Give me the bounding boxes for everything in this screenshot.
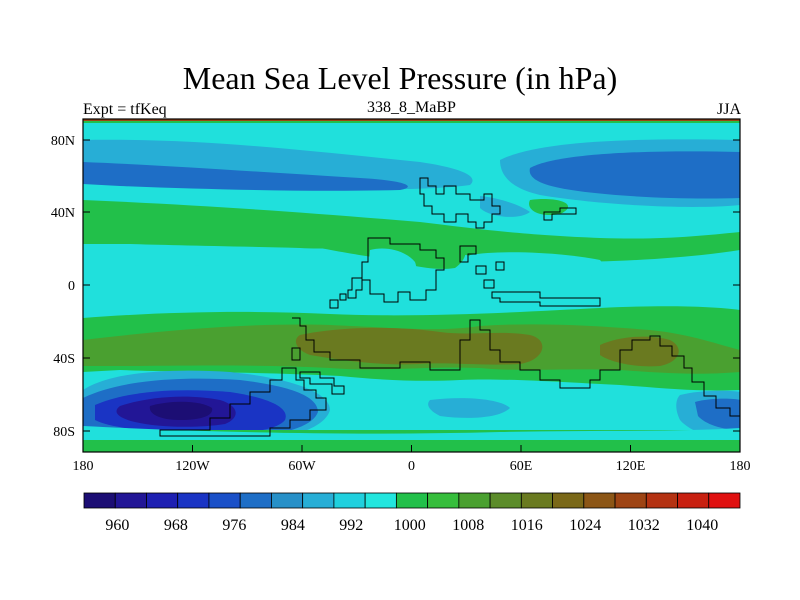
colorbar-label: 984 — [281, 517, 305, 534]
colorbar-box — [83, 492, 116, 509]
colorbar-label: 968 — [164, 517, 188, 534]
colorbar-box — [239, 492, 272, 509]
colorbar-labels: 960 968 976 984 992 1000 1008 1016 1024 … — [105, 517, 718, 534]
colorbar-box — [333, 492, 366, 509]
lon-tick-marks — [82, 445, 741, 452]
colorbar-label: 1000 — [394, 517, 426, 534]
lat-label-0: 0 — [68, 279, 75, 294]
lon-label-120w: 120W — [175, 459, 210, 474]
colorbar-box — [489, 492, 522, 509]
lat-label-40s: 40S — [53, 352, 75, 367]
colorbar-box — [146, 492, 179, 509]
lat-label-80n: 80N — [51, 134, 75, 149]
colorbar-box — [302, 492, 335, 509]
lon-label-180w: 180 — [73, 459, 94, 474]
colorbar-box — [583, 492, 616, 509]
experiment-label: Expt = tfKeq — [83, 101, 167, 118]
colorbar-label: 992 — [339, 517, 363, 534]
colorbar-box — [114, 492, 147, 509]
colorbar-label: 976 — [222, 517, 246, 534]
map-field — [83, 119, 740, 452]
colorbar-box — [427, 492, 460, 509]
colorbar-box — [458, 492, 491, 509]
lon-label-60w: 60W — [288, 459, 316, 474]
colorbar-label: 960 — [105, 517, 129, 534]
colorbar-box — [708, 492, 741, 509]
colorbar-box — [552, 492, 585, 509]
colorbar-box — [395, 492, 429, 509]
colorbar-label: 1008 — [452, 517, 484, 534]
lon-label-60e: 60E — [510, 459, 533, 474]
lat-label-40n: 40N — [51, 206, 75, 221]
lat-tick-marks — [83, 139, 740, 432]
lon-label-180e: 180 — [730, 459, 751, 474]
colorbar-box — [208, 492, 241, 509]
colorbar-label: 1016 — [511, 517, 543, 534]
map-title: Mean Sea Level Pressure (in hPa) — [182, 60, 618, 96]
colorbar — [83, 492, 741, 509]
colorbar-label: 1024 — [569, 517, 601, 534]
colorbar-label: 1032 — [628, 517, 660, 534]
colorbar-box — [677, 492, 710, 509]
period-label: 338_8_MaBP — [367, 99, 456, 116]
colorbar-label: 1040 — [686, 517, 718, 534]
colorbar-box — [520, 492, 553, 509]
lon-label-0: 0 — [408, 459, 415, 474]
lon-label-120e: 120E — [616, 459, 646, 474]
colorbar-box — [645, 492, 678, 509]
continent-outlines — [159, 177, 740, 437]
season-label: JJA — [716, 101, 741, 118]
colorbar-box — [271, 492, 304, 509]
colorbar-box — [614, 492, 647, 509]
colorbar-box — [177, 492, 210, 509]
colorbar-box — [364, 492, 397, 509]
lat-label-80s: 80S — [53, 425, 75, 440]
